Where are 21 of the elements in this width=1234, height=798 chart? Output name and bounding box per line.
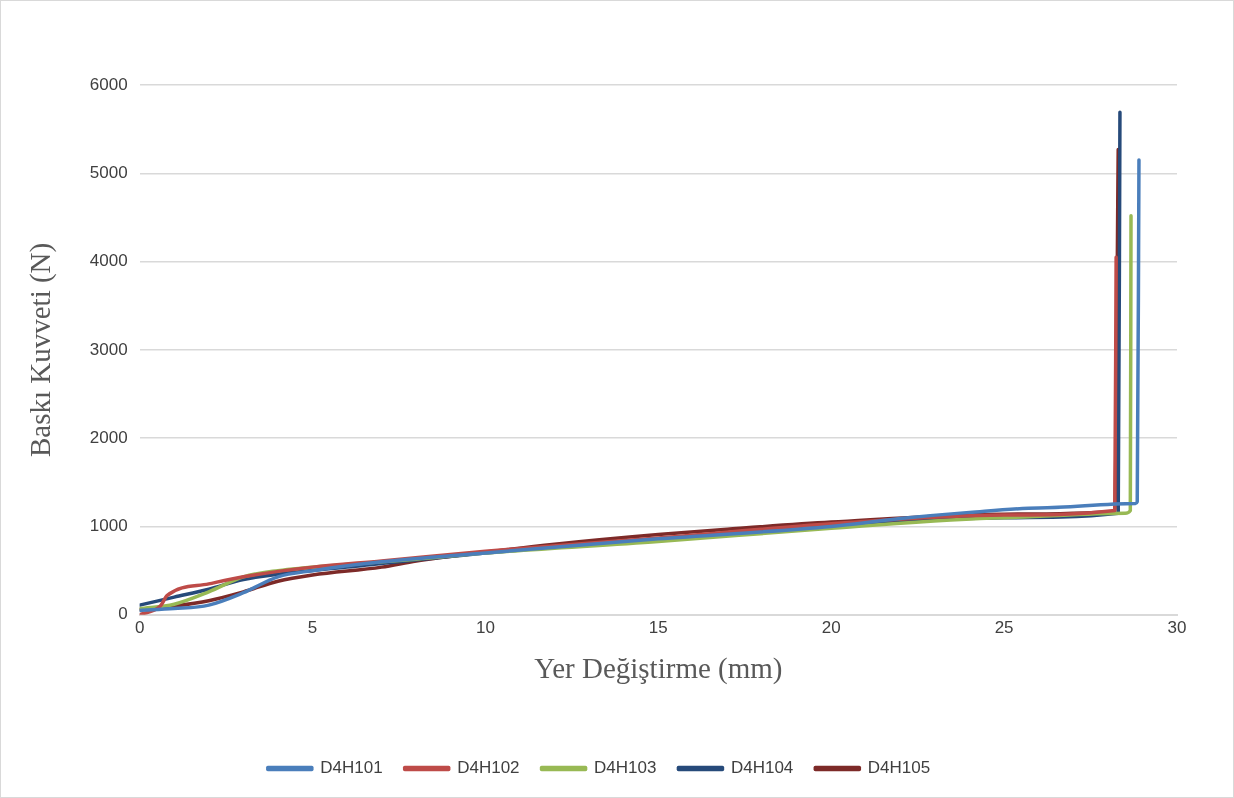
y-tick-label: 3000 bbox=[89, 339, 128, 359]
y-tick-label: 2000 bbox=[89, 427, 128, 447]
legend-label: D4H102 bbox=[457, 758, 520, 778]
x-tick-label: 5 bbox=[307, 617, 318, 637]
y-tick-label: 5000 bbox=[89, 162, 128, 182]
y-tick-label: 0 bbox=[118, 604, 128, 624]
x-tick-label: 15 bbox=[648, 617, 668, 637]
y-tick-label: 1000 bbox=[89, 516, 128, 536]
y-tick-label: 6000 bbox=[89, 74, 128, 94]
legend-label: D4H104 bbox=[730, 758, 794, 778]
legend-label: D4H101 bbox=[320, 758, 383, 778]
x-axis-title: Yer Değiştirme (mm) bbox=[534, 652, 783, 686]
x-tick-label: 20 bbox=[821, 617, 841, 637]
legend-label: D4H103 bbox=[594, 758, 657, 778]
legend-label: D4H105 bbox=[867, 758, 931, 778]
y-tick-label: 4000 bbox=[89, 251, 128, 271]
y-axis-title: Baskı Kuvveti (N) bbox=[24, 242, 58, 458]
x-tick-label: 0 bbox=[134, 617, 145, 637]
x-tick-label: 10 bbox=[475, 617, 495, 637]
x-tick-label: 30 bbox=[1167, 617, 1187, 637]
x-tick-label: 25 bbox=[994, 617, 1014, 637]
